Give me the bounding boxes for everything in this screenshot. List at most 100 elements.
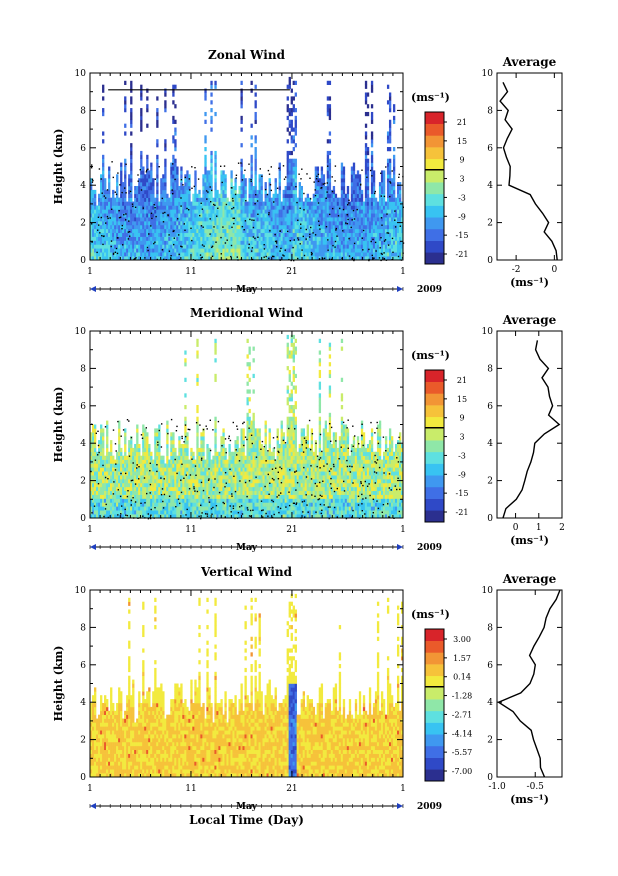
heatmap-cell [172, 202, 174, 206]
heatmap-cell [156, 155, 158, 159]
stipple-dot [178, 234, 179, 235]
heatmap-cell [359, 202, 361, 206]
heatmap-cell [387, 167, 389, 171]
heatmap-cell [130, 495, 132, 499]
heatmap-cell [385, 241, 387, 245]
heatmap-cell [355, 174, 357, 178]
heatmap-cell [365, 163, 367, 167]
heatmap-cell [343, 174, 345, 178]
heatmap-cell [208, 244, 210, 248]
heatmap-cell [172, 506, 174, 510]
heatmap-cell [349, 213, 351, 217]
heatmap-cell [285, 205, 287, 209]
heatmap-cell [146, 213, 148, 217]
heatmap-cell [327, 186, 329, 190]
heatmap-cell [255, 163, 257, 167]
heatmap-cell [214, 244, 216, 248]
stipple-dot [300, 208, 301, 209]
heatmap-cell [156, 167, 158, 171]
stipple-dot [326, 191, 327, 192]
heatmap-cell [142, 452, 144, 456]
heatmap-cell [327, 108, 329, 112]
heatmap-cell [174, 217, 176, 221]
heatmap-cell [168, 244, 170, 248]
heatmap-cell [114, 506, 116, 510]
heatmap-cell [271, 213, 273, 217]
heatmap-cell [142, 248, 144, 252]
heatmap-cell [148, 209, 150, 213]
heatmap-cell [108, 244, 110, 248]
heatmap-cell [321, 237, 323, 241]
heatmap-cell [281, 213, 283, 217]
heatmap-cell [166, 483, 168, 487]
heatmap-cell [142, 506, 144, 510]
heatmap-cell [327, 170, 329, 174]
heatmap-cell [100, 198, 102, 202]
heatmap-cell [242, 237, 244, 241]
heatmap-cell [275, 252, 277, 256]
heatmap-cell [379, 248, 381, 252]
heatmap-cell [144, 499, 146, 503]
stipple-dot [373, 258, 374, 259]
heatmap-cell [124, 444, 126, 448]
heatmap-cell [100, 225, 102, 229]
heatmap-cell [230, 248, 232, 252]
heatmap-cell [230, 182, 232, 186]
stipple-dot [128, 238, 129, 239]
heatmap-cell [98, 460, 100, 464]
heatmap-cell [204, 159, 206, 163]
heatmap-cell [222, 248, 224, 252]
heatmap-cell [232, 229, 234, 233]
heatmap-cell [234, 186, 236, 190]
heatmap-cell [156, 237, 158, 241]
heatmap-cell [333, 198, 335, 202]
heatmap-cell [287, 108, 289, 112]
heatmap-cell [317, 182, 319, 186]
heatmap-cell [353, 194, 355, 198]
heatmap-cell [281, 233, 283, 237]
heatmap-cell [236, 248, 238, 252]
heatmap-cell [375, 209, 377, 213]
heatmap-cell [174, 182, 176, 186]
heatmap-cell [162, 186, 164, 190]
heatmap-cell [295, 178, 297, 182]
heatmap-cell [138, 510, 140, 514]
heatmap-cell [152, 463, 154, 467]
heatmap-cell [242, 205, 244, 209]
heatmap-cell [299, 217, 301, 221]
heatmap-cell [222, 209, 224, 213]
heatmap-cell [166, 241, 168, 245]
heatmap-cell [345, 217, 347, 221]
heatmap-cell [234, 182, 236, 186]
heatmap-cell [255, 155, 257, 159]
heatmap-cell [174, 475, 176, 479]
heatmap-cell [267, 225, 269, 229]
heatmap-cell [351, 244, 353, 248]
heatmap-cell [273, 209, 275, 213]
heatmap-cell [162, 460, 164, 464]
heatmap-cell [174, 483, 176, 487]
stipple-dot [107, 216, 108, 217]
heatmap-cell [174, 487, 176, 491]
heatmap-cell [385, 252, 387, 256]
stipple-dot [342, 230, 343, 231]
heatmap-cell [120, 237, 122, 241]
heatmap-cell [144, 241, 146, 245]
heatmap-cell [146, 471, 148, 475]
heatmap-cell [156, 159, 158, 163]
heatmap-cell [136, 202, 138, 206]
heatmap-cell [130, 510, 132, 514]
heatmap-cell [160, 506, 162, 510]
heatmap-cell [389, 186, 391, 190]
heatmap-cell [226, 209, 228, 213]
heatmap-cell [393, 213, 395, 217]
stipple-dot [211, 190, 212, 191]
heatmap-cell [383, 244, 385, 248]
heatmap-cell [357, 233, 359, 237]
heatmap-cell [140, 237, 142, 241]
heatmap-cell [279, 217, 281, 221]
heatmap-cell [244, 248, 246, 252]
heatmap-cell [184, 248, 186, 252]
heatmap-cell [150, 248, 152, 252]
heatmap-cell [393, 194, 395, 198]
